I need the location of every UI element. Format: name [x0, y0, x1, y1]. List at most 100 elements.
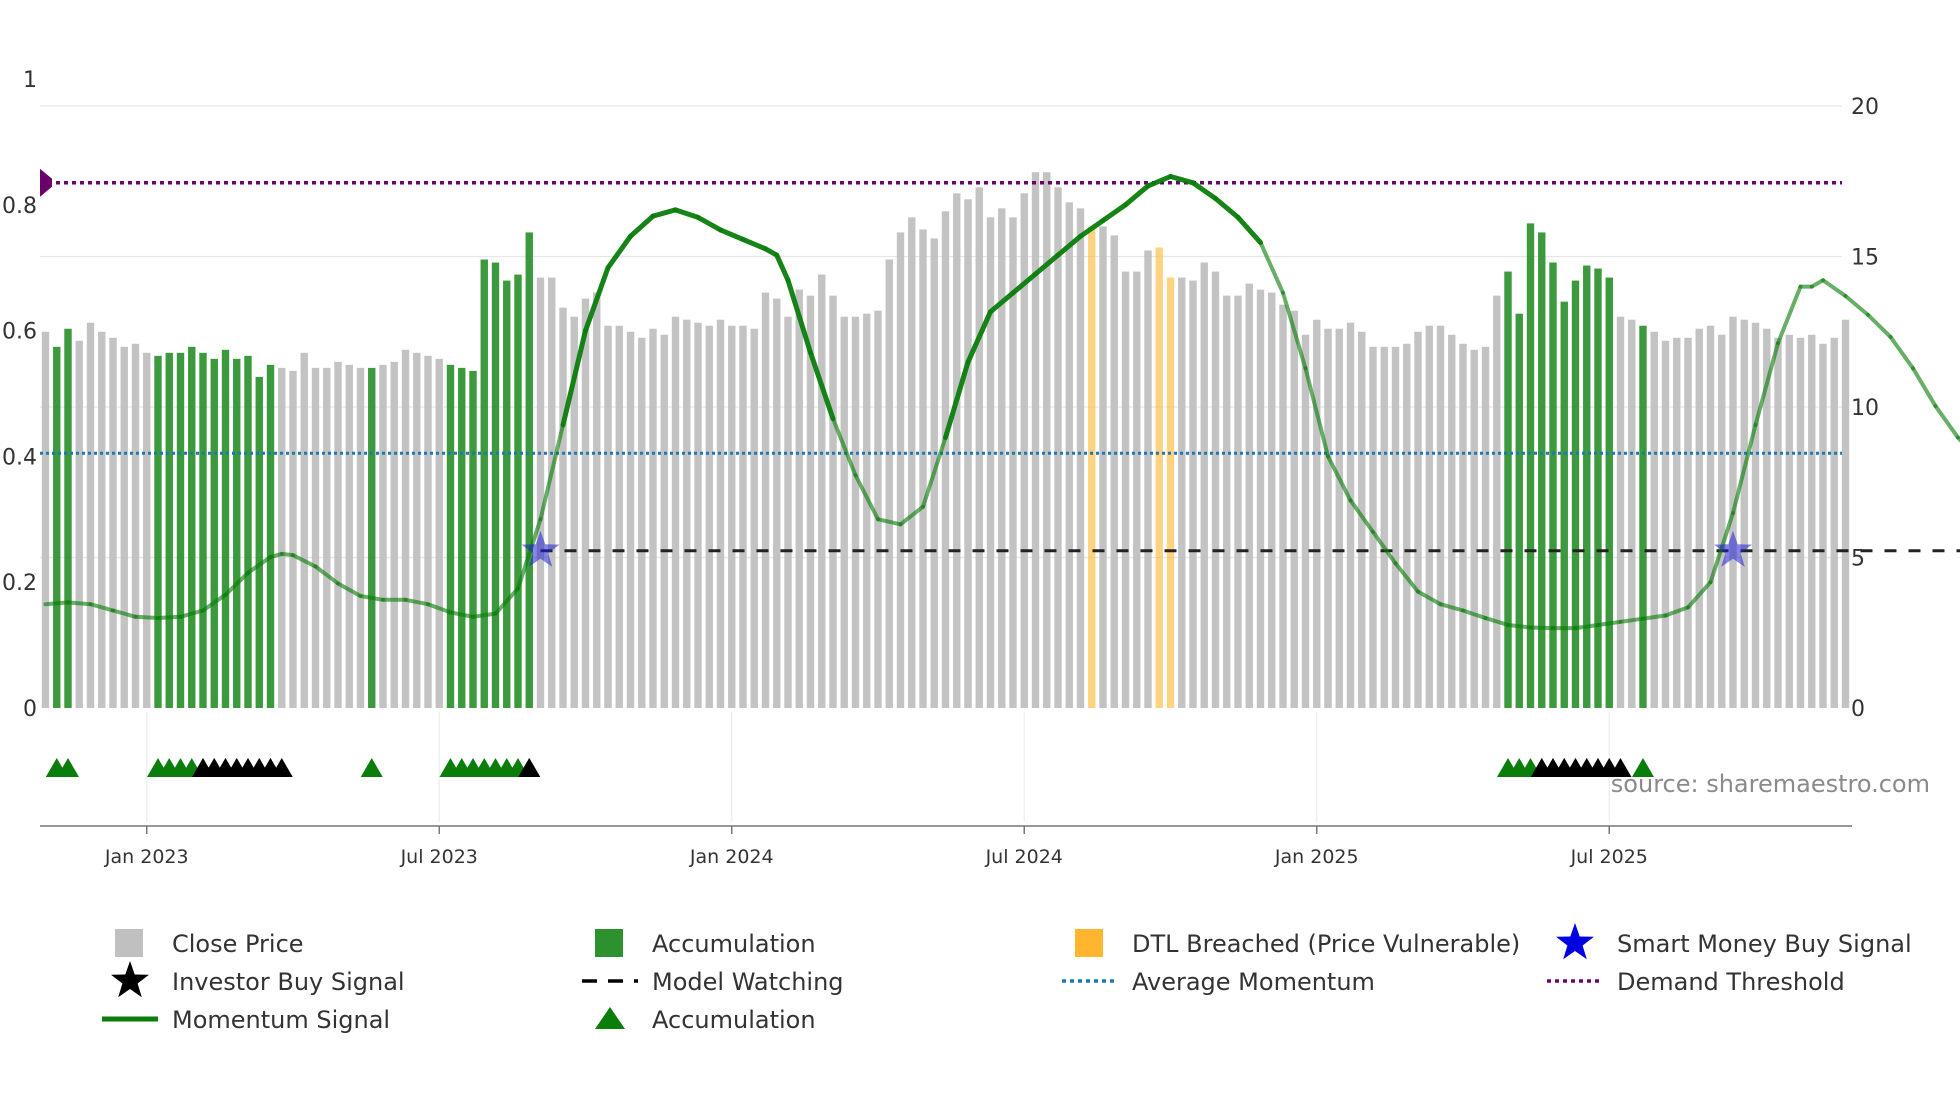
momentum-segment	[1078, 218, 1106, 239]
bar	[1031, 172, 1040, 709]
bar	[536, 277, 545, 708]
momentum-segment	[201, 592, 228, 613]
bar	[1470, 349, 1478, 708]
bar	[1841, 319, 1850, 708]
bar	[1324, 328, 1332, 708]
momentum-segment	[1100, 202, 1128, 224]
bar	[199, 352, 207, 708]
momentum-segment	[88, 602, 115, 613]
momentum-segment	[583, 265, 611, 334]
left-tick-label: 0.8	[2, 194, 37, 219]
bar	[1065, 202, 1073, 708]
accumulation-triangle	[57, 758, 79, 777]
right-tick-label: 15	[1851, 246, 1879, 271]
momentum-segment	[921, 435, 948, 509]
momentum-segment	[1010, 271, 1038, 296]
bar	[1358, 331, 1366, 708]
momentum-segment	[1303, 366, 1330, 459]
bar	[1403, 343, 1411, 708]
right-tick-label: 0	[1851, 697, 1865, 722]
bar	[784, 316, 792, 708]
bar	[1335, 328, 1343, 708]
right-tick-label: 10	[1851, 396, 1879, 421]
right-tick-label: 5	[1851, 547, 1865, 572]
momentum-segment	[178, 608, 205, 619]
bar	[334, 361, 342, 708]
momentum-segment	[66, 600, 93, 607]
bar	[356, 367, 365, 708]
accumulation-triangle	[360, 758, 383, 777]
momentum-segment	[1753, 341, 1780, 427]
bar	[491, 262, 500, 708]
momentum-segment	[1281, 290, 1308, 371]
bar	[806, 295, 815, 708]
bar	[469, 370, 477, 708]
bar	[1189, 280, 1197, 708]
bar	[919, 229, 927, 708]
smart-money-star	[521, 530, 560, 567]
momentum-segment	[1911, 366, 1938, 409]
bar	[705, 325, 713, 708]
x-tick-label: Jul 2024	[985, 846, 1063, 868]
left-tick-label: 0.2	[2, 571, 37, 596]
bar	[1830, 337, 1838, 708]
bar	[53, 346, 61, 708]
legend-label: Demand Threshold	[1617, 968, 1845, 996]
bar	[401, 349, 410, 708]
source-label: source: sharemaestro.com	[1611, 770, 1930, 798]
legend-label: Smart Money Buy Signal	[1617, 930, 1912, 958]
momentum-segment	[1528, 625, 1555, 631]
bar	[98, 331, 106, 708]
momentum-segment	[740, 236, 768, 252]
momentum-segment	[965, 309, 993, 365]
momentum-segment	[358, 594, 385, 602]
bar	[1144, 250, 1152, 709]
momentum-segment	[605, 233, 633, 271]
bar	[761, 292, 770, 708]
bar	[1290, 310, 1298, 708]
momentum-segment	[898, 504, 925, 527]
momentum-segment	[538, 422, 565, 522]
bar	[1391, 346, 1400, 708]
momentum-segment	[718, 227, 746, 242]
bar	[1560, 301, 1568, 708]
right-tick-label: 20	[1851, 95, 1879, 120]
bar	[1133, 271, 1141, 708]
bar	[1076, 208, 1085, 708]
bar	[1628, 319, 1636, 708]
investor-triangle	[270, 758, 293, 777]
legend: Close Price Accumulation DTL Breached (Pri…	[102, 923, 1912, 1034]
bar	[1234, 295, 1242, 708]
bar	[289, 370, 297, 708]
bar	[1706, 325, 1715, 708]
bar	[626, 331, 635, 708]
momentum-segment	[1393, 561, 1420, 594]
legend-label: Momentum Signal	[172, 1006, 390, 1034]
bar	[885, 259, 893, 708]
momentum-segment	[673, 207, 701, 220]
momentum-segment	[1258, 240, 1285, 295]
bar	[660, 334, 668, 708]
bar	[1200, 262, 1208, 708]
momentum-segment	[156, 614, 183, 621]
bar	[1785, 334, 1793, 708]
bar	[1594, 268, 1602, 708]
bar	[1819, 343, 1827, 708]
bar	[1616, 316, 1625, 708]
bar	[1425, 325, 1433, 708]
bar	[1740, 319, 1748, 708]
bar	[210, 358, 218, 708]
momentum-segment	[111, 608, 138, 619]
bar	[424, 355, 432, 708]
legend-label: DTL Breached (Price Vulnerable)	[1132, 930, 1520, 958]
bar	[278, 367, 286, 708]
momentum-segment	[1866, 312, 1893, 339]
axes: Jan 2023 Jul 2023 Jan 2024 Jul 2024 Jan 2025…	[2, 68, 1879, 868]
momentum-segment	[943, 359, 971, 441]
bar	[1436, 325, 1445, 708]
bar	[1369, 346, 1377, 708]
left-tick-label: 0.6	[2, 320, 37, 345]
bar	[75, 340, 83, 708]
bar	[874, 310, 882, 708]
momentum-segment	[493, 586, 520, 616]
